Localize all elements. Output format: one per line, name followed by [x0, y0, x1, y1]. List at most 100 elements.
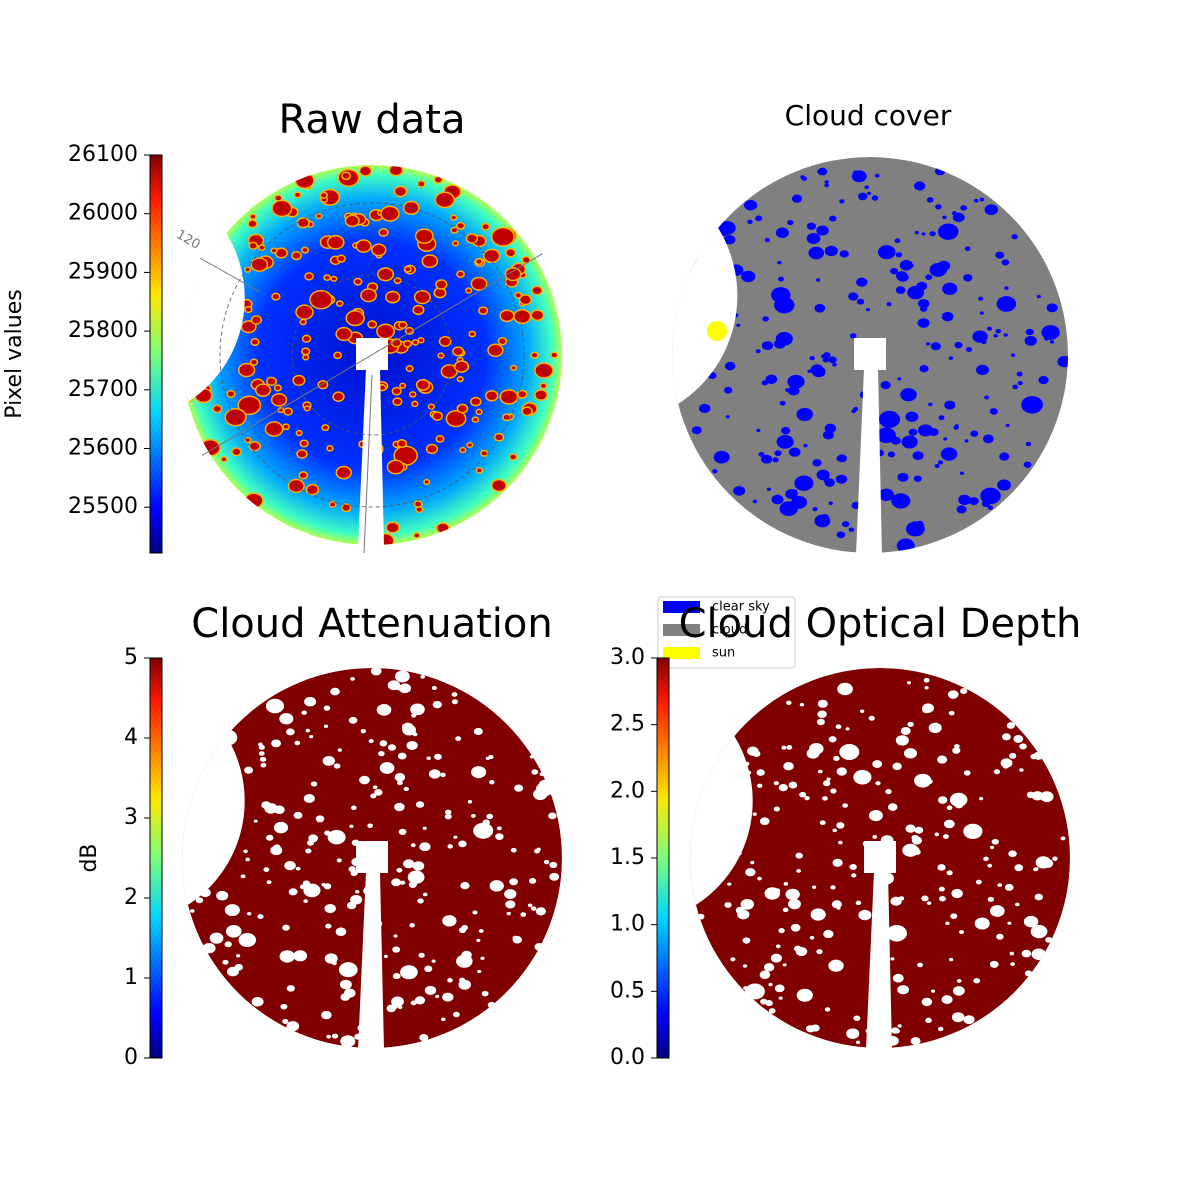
blob — [858, 909, 872, 921]
blob — [427, 445, 437, 453]
blob — [386, 292, 399, 303]
blob — [1031, 948, 1046, 960]
blob — [851, 873, 857, 878]
blob — [817, 167, 828, 176]
blob — [845, 727, 850, 731]
blob — [336, 328, 351, 340]
blob — [947, 690, 959, 699]
blob — [929, 231, 936, 237]
blob — [1000, 758, 1013, 768]
blob — [880, 381, 891, 390]
blob — [775, 227, 789, 239]
blob — [295, 192, 301, 197]
blob — [548, 812, 557, 820]
blob — [383, 954, 388, 958]
blob — [828, 736, 837, 743]
blob — [983, 856, 989, 862]
blob — [531, 769, 539, 775]
blob — [937, 755, 948, 764]
blob — [316, 214, 321, 218]
blob — [776, 434, 794, 449]
blob — [276, 248, 287, 258]
blob — [851, 409, 857, 414]
blob — [954, 801, 964, 809]
legend-label: clear sky — [712, 600, 770, 615]
blob — [895, 252, 903, 258]
blob — [960, 499, 965, 504]
blob — [817, 710, 827, 719]
blob — [418, 181, 425, 187]
blob — [473, 727, 483, 736]
blob — [914, 230, 919, 235]
blob — [890, 957, 895, 961]
blob — [698, 403, 711, 413]
blob — [400, 384, 405, 388]
blob — [392, 972, 401, 980]
blob — [918, 187, 923, 191]
blob — [342, 504, 350, 511]
blob — [799, 791, 807, 798]
blob — [377, 325, 394, 338]
blob — [1030, 753, 1038, 760]
legend-swatch — [663, 601, 700, 613]
blob — [396, 867, 403, 873]
blob — [836, 531, 846, 539]
blob — [293, 376, 304, 385]
colorbar-tick-label: 0.5 — [610, 978, 645, 1003]
blob — [428, 769, 441, 779]
blob — [486, 391, 497, 400]
obstruction-square — [854, 338, 886, 370]
blob — [781, 745, 787, 750]
blob — [520, 295, 531, 304]
blob — [458, 405, 467, 413]
blob — [874, 173, 880, 178]
blob — [937, 460, 944, 465]
blob — [1024, 970, 1033, 977]
blob — [824, 180, 829, 184]
blob — [378, 750, 385, 757]
blob — [801, 176, 808, 181]
blob — [305, 848, 312, 854]
blob — [1030, 924, 1048, 939]
blob — [995, 251, 1005, 259]
blob — [538, 779, 552, 791]
blob — [379, 762, 395, 774]
blob — [895, 286, 906, 294]
blob — [806, 233, 821, 245]
blob — [368, 739, 374, 744]
blob — [266, 880, 272, 885]
blob — [853, 1015, 861, 1021]
blob — [257, 742, 263, 747]
blob — [400, 880, 406, 885]
blob — [952, 986, 965, 996]
blob — [848, 292, 859, 301]
blob — [942, 834, 949, 839]
blob — [1012, 384, 1019, 390]
blob — [301, 710, 307, 715]
blob — [886, 925, 907, 942]
blob — [419, 842, 431, 852]
blob — [941, 311, 954, 322]
blob — [387, 523, 399, 533]
blob — [822, 357, 830, 363]
blob — [724, 902, 732, 908]
blob — [343, 988, 356, 998]
blob — [512, 935, 518, 941]
blob — [535, 390, 547, 400]
blob — [913, 475, 922, 482]
blob — [242, 321, 256, 332]
blob — [471, 398, 480, 406]
blob — [867, 191, 872, 195]
blob — [951, 1012, 965, 1023]
blob — [294, 740, 301, 746]
blob — [742, 964, 748, 968]
blob — [488, 344, 503, 356]
blob — [415, 801, 425, 808]
blob — [858, 192, 868, 201]
blob — [788, 898, 801, 910]
blob — [952, 212, 965, 223]
blob — [806, 222, 817, 230]
blob — [280, 1003, 288, 1010]
colorbar-tick-label: 0 — [124, 1045, 138, 1070]
blob — [424, 985, 437, 995]
